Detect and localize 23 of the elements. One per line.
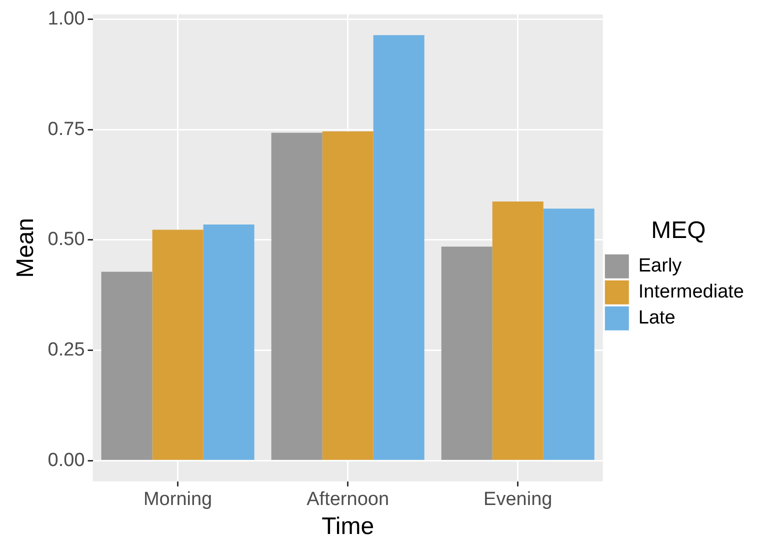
y-tick-label: 0.25 (48, 340, 85, 361)
bar (441, 246, 492, 460)
y-tick-label: 0.00 (48, 450, 85, 471)
bar (492, 202, 544, 460)
x-tick-label: Evening (484, 489, 552, 510)
bar (322, 131, 374, 460)
legend-label: Late (638, 308, 676, 329)
bar (271, 132, 322, 460)
legend-label: Intermediate (638, 282, 744, 303)
y-tick-label: 0.75 (48, 118, 85, 140)
bar (152, 230, 204, 460)
x-axis-title: Time (322, 513, 374, 540)
legend-title: MEQ (651, 217, 706, 244)
x-tick-label: Afternoon (306, 489, 390, 510)
y-tick-label: 0.50 (48, 229, 85, 250)
y-axis-title: Mean (12, 218, 40, 278)
legend-label: Early (638, 256, 682, 277)
bar (101, 272, 152, 460)
x-tick-label: Morning (143, 489, 212, 510)
bar (543, 208, 594, 460)
bar (203, 224, 254, 460)
bar (373, 35, 424, 460)
y-tick-label: 1.00 (48, 8, 85, 30)
